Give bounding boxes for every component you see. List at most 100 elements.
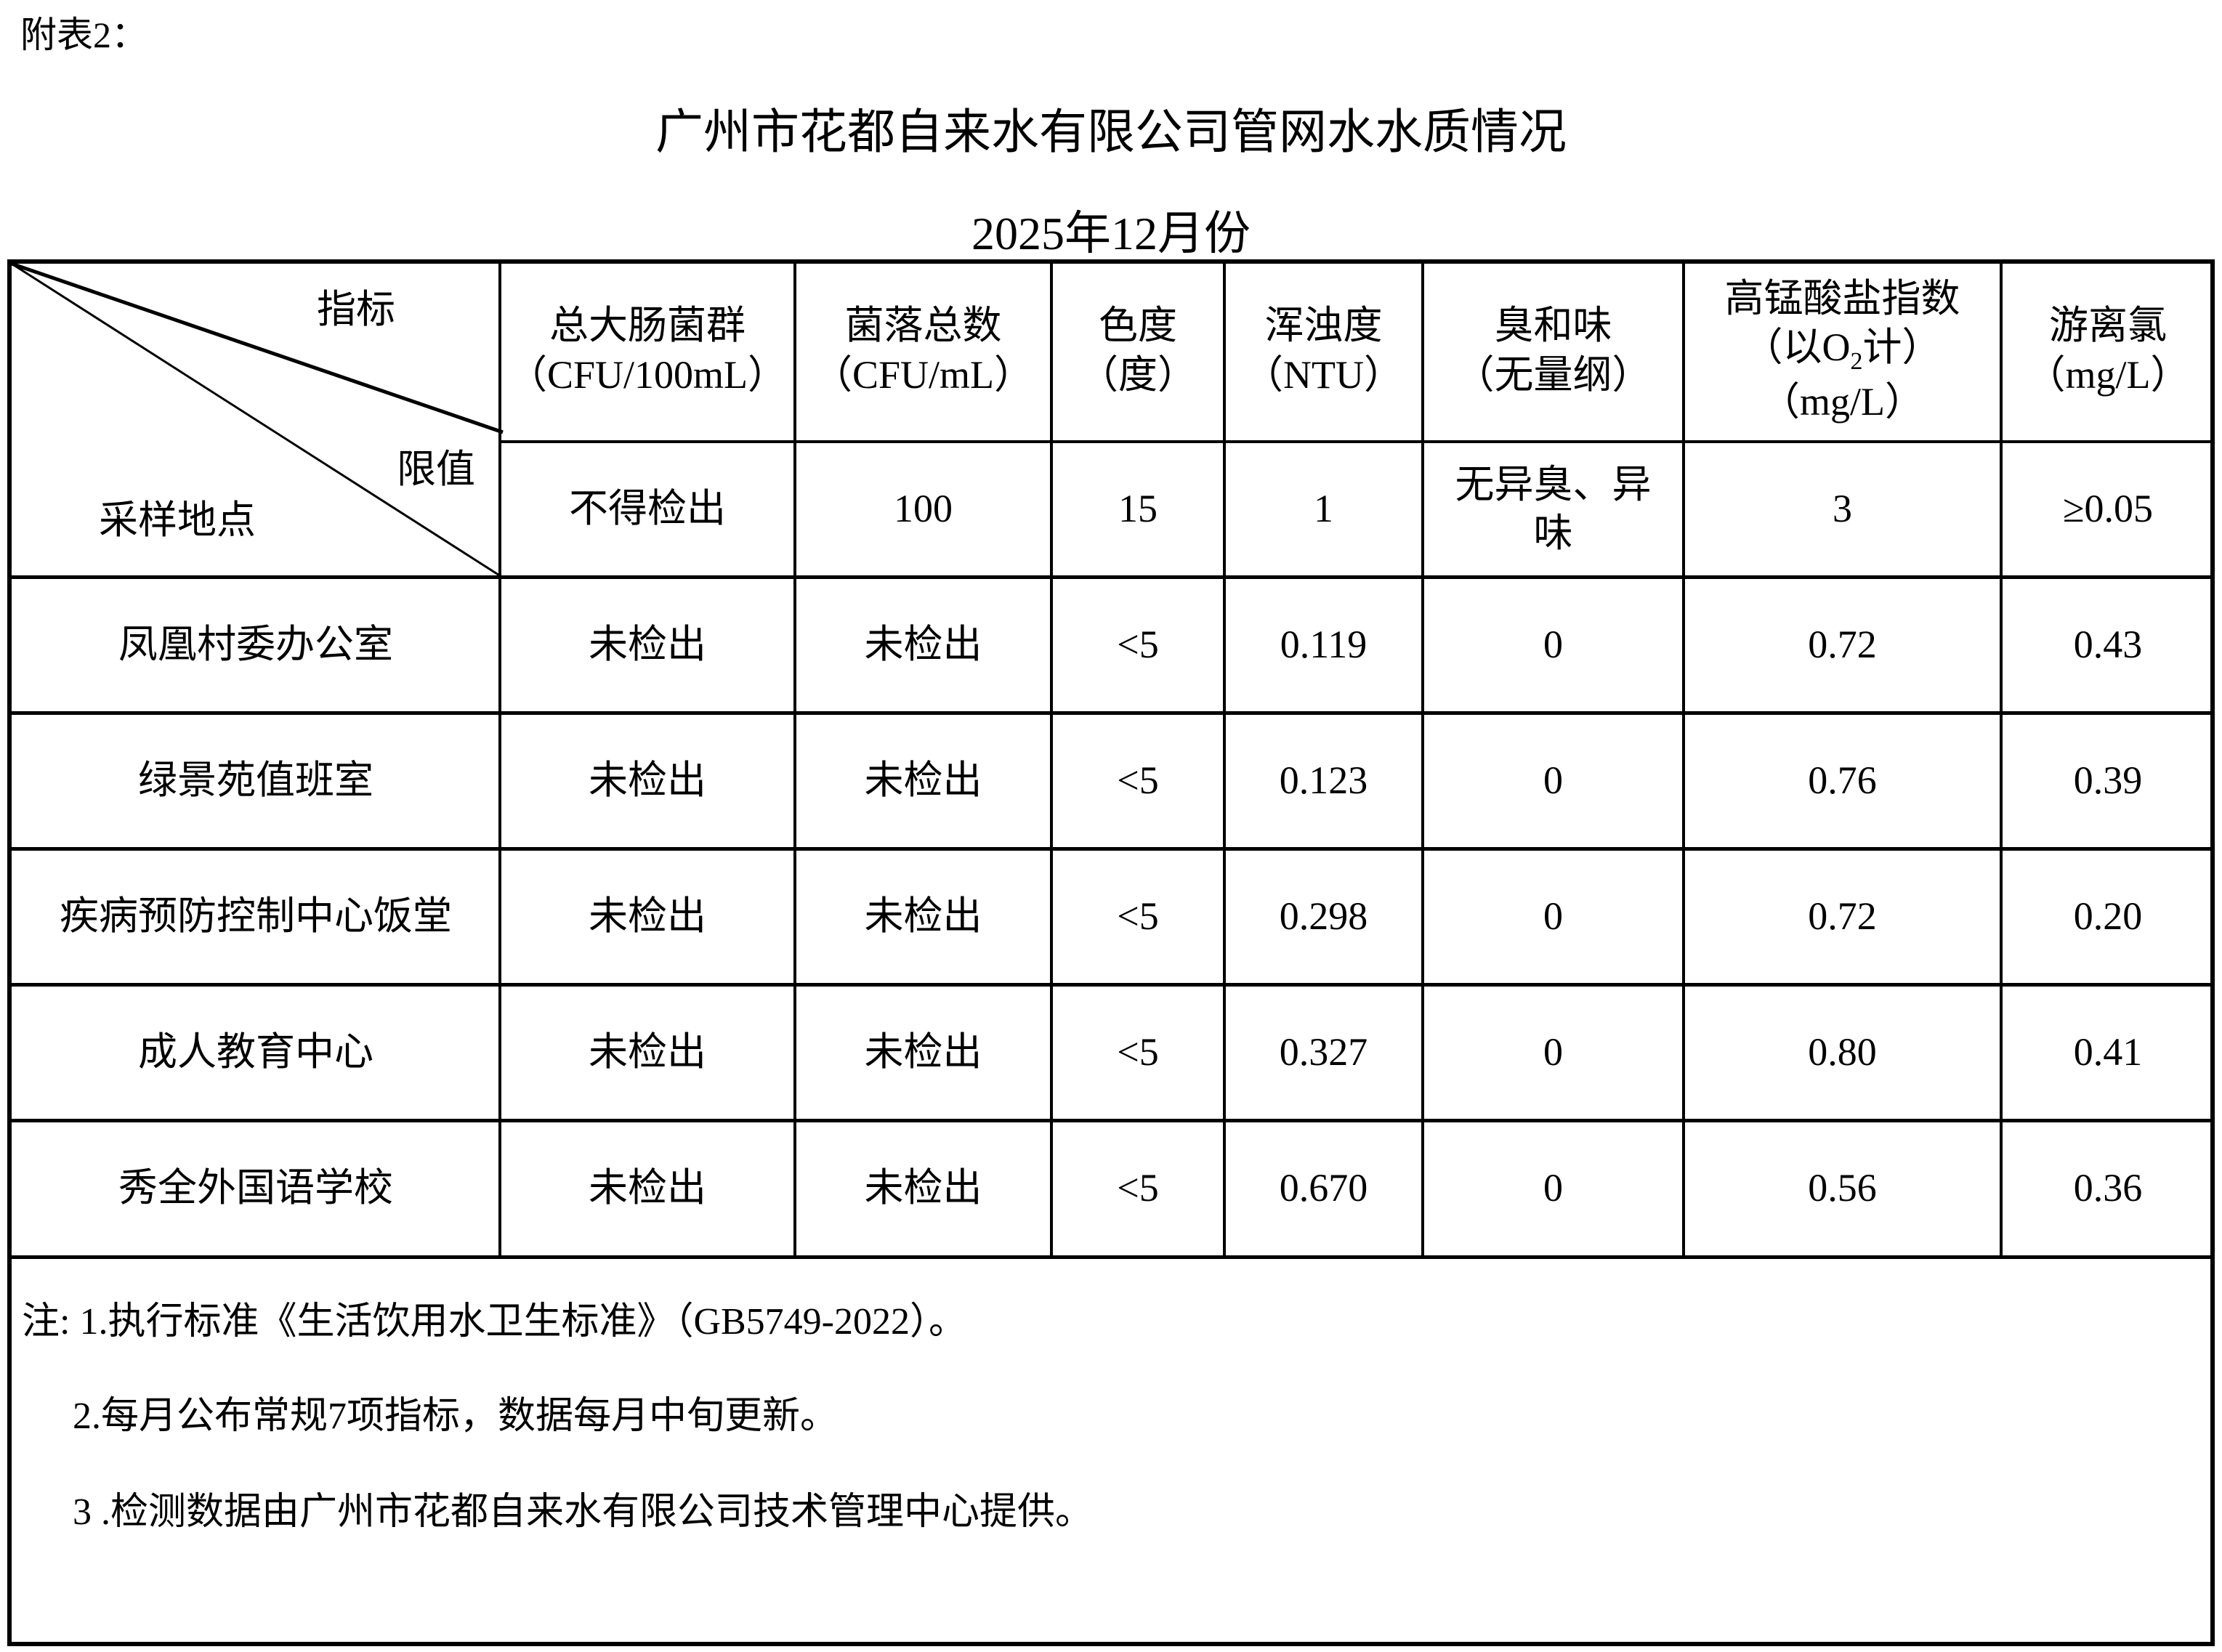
column-header: 游离氯 （mg/L） <box>2001 259 2215 442</box>
column-divider <box>1223 259 1226 1257</box>
unit-subscript: 2 <box>1850 348 1863 376</box>
column-name: 菌落总数 <box>844 304 1002 347</box>
value-text: 未检出 <box>589 1166 706 1210</box>
value-cell: 0.327 <box>1224 984 1423 1120</box>
location-name: 绿景苑值班室 <box>138 758 373 802</box>
column-name: 高锰酸盐指数 <box>1724 276 1960 320</box>
limit-text: 不得检出 <box>569 487 726 531</box>
value-text: 0.80 <box>1808 1029 1877 1074</box>
location-name: 成人教育中心 <box>138 1029 373 1074</box>
limit-text: 3 <box>1833 487 1852 531</box>
value-text: 0.119 <box>1280 622 1367 666</box>
column-unit: （CFU/100mL） <box>507 352 788 397</box>
value-cell: 未检出 <box>500 1120 795 1257</box>
column-header: 臭和味 （无量纲） <box>1423 259 1684 442</box>
value-text: 0.298 <box>1279 894 1368 938</box>
limit-value: 15 <box>1051 442 1224 577</box>
value-text: 0.72 <box>1808 622 1877 666</box>
column-divider <box>498 259 501 1257</box>
row-divider <box>7 711 2215 715</box>
column-header: 浑浊度 （NTU） <box>1224 259 1423 442</box>
limit-text: 100 <box>894 487 953 531</box>
value-cell: 0.72 <box>1684 849 2001 984</box>
column-divider <box>1682 259 1685 1257</box>
limit-value: 1 <box>1224 442 1423 577</box>
page-title: 广州市花都自来水有限公司管网水水质情况 <box>655 106 1567 159</box>
value-cell: 0.72 <box>1684 577 2001 713</box>
value-cell: 未检出 <box>795 849 1051 984</box>
value-text: 0.39 <box>2073 758 2143 802</box>
value-cell: 未检出 <box>500 577 795 713</box>
value-cell: 未检出 <box>795 713 1051 849</box>
value-cell: <5 <box>1051 577 1224 713</box>
location-name: 凤凰村委办公室 <box>118 622 393 666</box>
value-cell: 0.80 <box>1684 984 2001 1120</box>
value-cell: 未检出 <box>795 1120 1051 1257</box>
row-divider <box>7 1255 2215 1259</box>
value-text: 0.43 <box>2073 622 2143 666</box>
water-quality-table: 指标限值采样地点 总大肠菌群 （CFU/100mL） 不得检出 菌落总数 （CFU/mL）… <box>7 259 2215 1646</box>
column-unit: （NTU） <box>1244 352 1403 397</box>
value-cell: 0.56 <box>1684 1120 2001 1257</box>
value-text: 0.41 <box>2073 1029 2143 1074</box>
value-text: 0.36 <box>2073 1166 2143 1210</box>
value-text: 0.327 <box>1279 1029 1368 1074</box>
column-unit: （以O2计） <box>1744 323 1942 377</box>
value-text: 0 <box>1543 1029 1563 1074</box>
unit-prefix: （以O <box>1743 325 1851 370</box>
location-cell: 绿景苑值班室 <box>12 713 500 849</box>
row-divider <box>7 1119 2215 1122</box>
corner-diagonals <box>12 264 504 579</box>
corner-location-label: 采样地点 <box>99 498 256 542</box>
limit-text: ≥0.05 <box>2062 487 2154 531</box>
row-divider <box>7 983 2215 987</box>
value-text: 0.76 <box>1808 758 1877 802</box>
column-header: 菌落总数 （CFU/mL） <box>795 259 1051 442</box>
column-unit: （度） <box>1079 352 1197 397</box>
row-divider <box>7 847 2215 851</box>
note-line: 2.每月公布常规7项指标，数据每月中旬更新。 <box>73 1396 839 1437</box>
value-text: <5 <box>1117 622 1159 666</box>
value-cell: 0.43 <box>2001 577 2215 713</box>
column-name: 浑浊度 <box>1264 304 1383 347</box>
value-text: 未检出 <box>589 894 706 938</box>
limit-value: 100 <box>795 442 1051 577</box>
corner-limit-label: 限值 <box>397 448 475 491</box>
corner-indicator-label: 指标 <box>317 288 395 331</box>
limit-text: 15 <box>1118 487 1158 531</box>
value-text: 未检出 <box>589 758 706 802</box>
unit-suffix: 计） <box>1862 325 1942 370</box>
value-cell: 0.20 <box>2001 849 2215 984</box>
column-unit: （mg/L） <box>1761 379 1924 424</box>
column-header: 总大肠菌群 （CFU/100mL） <box>500 259 795 442</box>
limit-value: 3 <box>1684 442 2001 577</box>
value-cell: 未检出 <box>500 713 795 849</box>
value-text: 0 <box>1543 894 1563 938</box>
value-cell: <5 <box>1051 849 1224 984</box>
value-text: 0.72 <box>1808 894 1877 938</box>
value-text: 未检出 <box>589 1029 706 1074</box>
diagonal-line <box>12 264 504 579</box>
value-text: 0 <box>1543 1166 1563 1210</box>
value-text: 0.20 <box>2073 894 2143 938</box>
value-cell: 0.76 <box>1684 713 2001 849</box>
value-text: 未检出 <box>864 622 982 666</box>
location-cell: 秀全外国语学校 <box>12 1120 500 1257</box>
value-text: <5 <box>1117 1166 1159 1210</box>
value-cell: 0.41 <box>2001 984 2215 1120</box>
column-name: 总大肠菌群 <box>549 304 746 347</box>
value-cell: 0.670 <box>1224 1120 1423 1257</box>
column-divider <box>1050 259 1053 1257</box>
location-cell: 凤凰村委办公室 <box>12 577 500 713</box>
location-name: 秀全外国语学校 <box>118 1166 393 1210</box>
value-cell: 0.119 <box>1224 577 1423 713</box>
limit-value: 不得检出 <box>500 442 795 577</box>
value-text: 0.123 <box>1279 758 1368 802</box>
value-text: 未检出 <box>864 894 982 938</box>
column-unit: （mg/L） <box>2026 352 2190 397</box>
value-cell: 0.298 <box>1224 849 1423 984</box>
column-name: 游离氯 <box>2049 304 2167 347</box>
column-unit: （无量纲） <box>1455 352 1652 397</box>
diagonal-line <box>12 264 504 434</box>
column-header: 色度 （度） <box>1051 259 1224 442</box>
